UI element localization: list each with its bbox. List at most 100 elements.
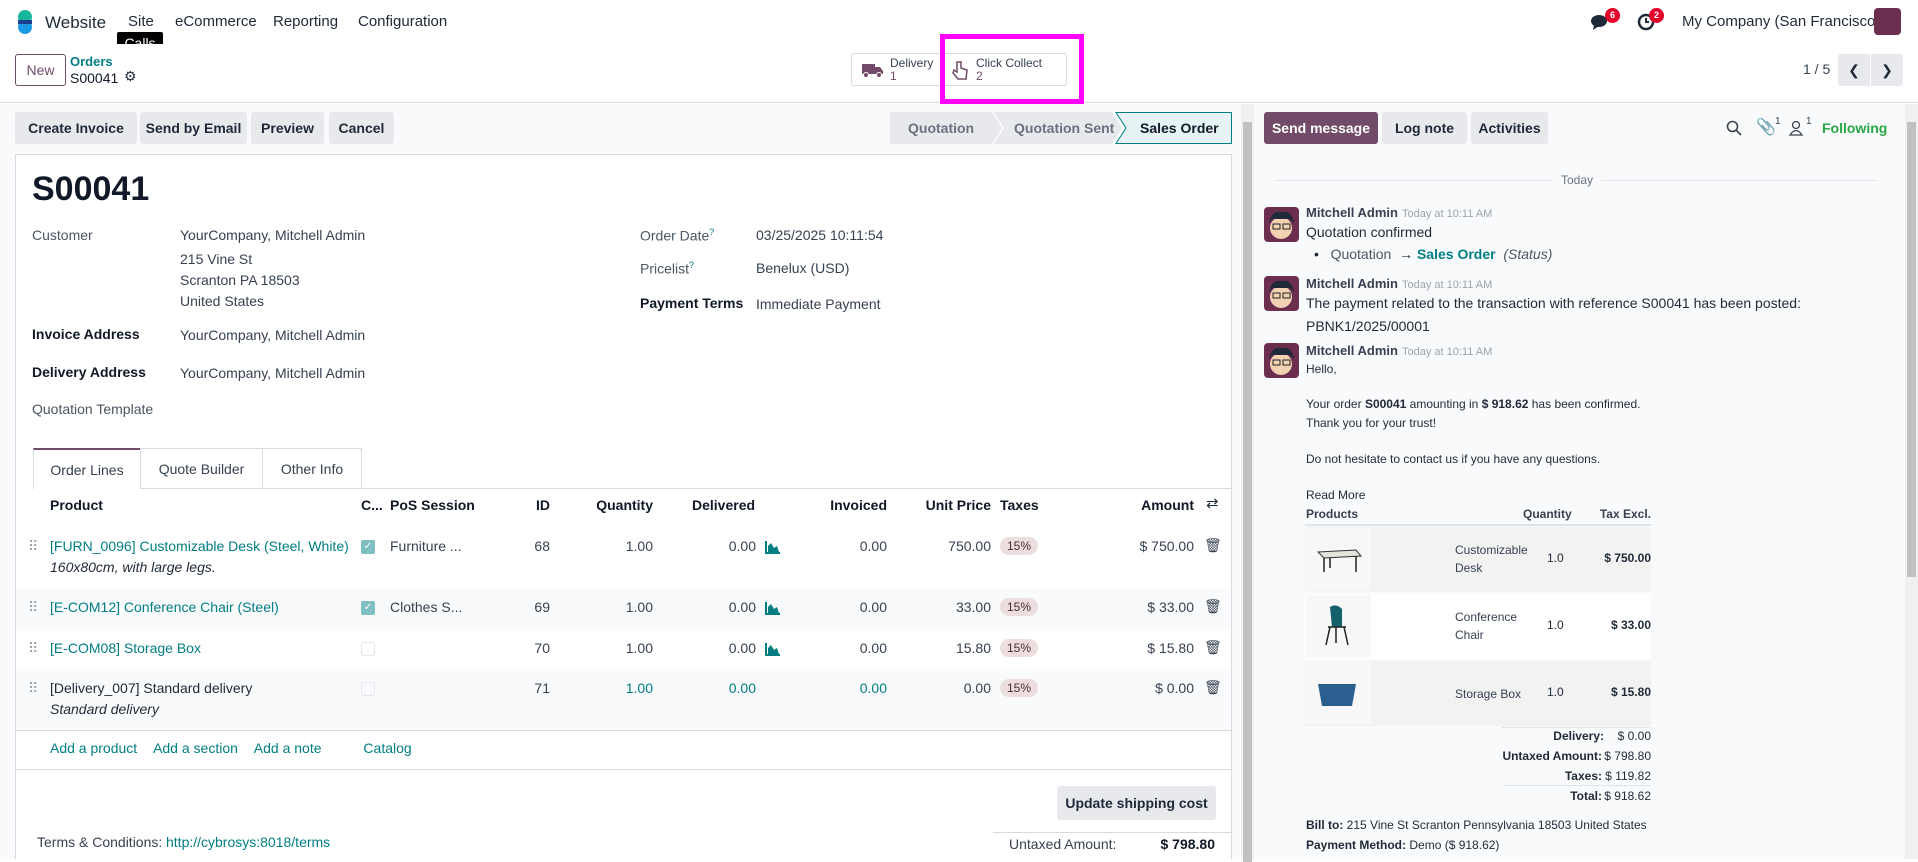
chatter-scrollbar[interactable] bbox=[1905, 104, 1918, 859]
forecast-chart-icon[interactable] bbox=[765, 540, 781, 554]
status-quotation-sent[interactable]: Quotation Sent bbox=[1014, 120, 1115, 136]
product-cell[interactable]: [Delivery_007] Standard delivery bbox=[50, 680, 253, 696]
drag-handle-icon[interactable]: ⠿ bbox=[28, 538, 39, 554]
avatar[interactable] bbox=[1264, 207, 1299, 242]
update-shipping-cost-button[interactable]: Update shipping cost bbox=[1057, 786, 1216, 820]
help-icon[interactable]: ? bbox=[709, 227, 715, 237]
column-id[interactable]: ID bbox=[536, 497, 550, 513]
status-quotation[interactable]: Quotation bbox=[908, 120, 975, 136]
unit-price-cell[interactable]: 15.80 bbox=[955, 640, 991, 656]
cancel-button[interactable]: Cancel bbox=[329, 112, 394, 144]
status-sales-order[interactable]: Sales Order bbox=[1140, 120, 1219, 136]
unit-price-cell[interactable]: 33.00 bbox=[955, 599, 991, 615]
help-icon[interactable]: ? bbox=[689, 260, 695, 270]
payment-link[interactable]: PBNK1/2025/00001 bbox=[1306, 318, 1430, 334]
create-invoice-button[interactable]: Create Invoice bbox=[15, 112, 137, 144]
tab-other-info[interactable]: Other Info bbox=[262, 448, 362, 489]
drag-handle-icon[interactable]: ⠿ bbox=[28, 680, 39, 696]
form-scrollbar[interactable] bbox=[1241, 104, 1254, 862]
following-button[interactable]: Following bbox=[1822, 120, 1888, 136]
app-logo-icon[interactable] bbox=[12, 9, 38, 35]
avatar[interactable] bbox=[1264, 276, 1299, 311]
customer-link[interactable]: YourCompany, Mitchell Admin bbox=[180, 227, 366, 243]
preview-button[interactable]: Preview bbox=[251, 112, 324, 144]
trash-icon[interactable]: 🗑 bbox=[1204, 537, 1222, 553]
column-taxes[interactable]: Taxes bbox=[1000, 497, 1039, 513]
messages-icon[interactable] bbox=[1590, 13, 1610, 31]
divider bbox=[141, 488, 1231, 489]
table-row[interactable] bbox=[16, 527, 1231, 588]
amount-cell: $ 33.00 bbox=[1147, 599, 1194, 615]
terms-link[interactable]: http://cybrosys:8018/terms bbox=[166, 834, 331, 850]
pricelist-field[interactable]: Benelux (USD) bbox=[756, 260, 850, 276]
pager-next-button[interactable]: ❯ bbox=[1871, 54, 1903, 86]
column-pos-session[interactable]: PoS Session bbox=[390, 497, 475, 513]
add-product-link[interactable]: Add a product bbox=[50, 740, 138, 756]
quantity-cell[interactable]: 1.00 bbox=[625, 640, 653, 656]
invoice-address-field[interactable]: YourCompany, Mitchell Admin bbox=[180, 327, 366, 343]
forecast-chart-icon[interactable] bbox=[765, 642, 781, 656]
column-invoiced[interactable]: Invoiced bbox=[830, 497, 887, 513]
menu-site[interactable]: Site bbox=[128, 13, 154, 30]
add-section-link[interactable]: Add a section bbox=[153, 740, 238, 756]
send-by-email-button[interactable]: Send by Email bbox=[140, 112, 247, 144]
send-message-button[interactable]: Send message bbox=[1264, 112, 1378, 144]
app-name[interactable]: Website bbox=[45, 13, 107, 32]
gear-icon[interactable]: ⚙ bbox=[124, 68, 137, 84]
tab-quote-builder[interactable]: Quote Builder bbox=[140, 448, 263, 489]
add-note-link[interactable]: Add a note bbox=[253, 740, 322, 756]
user-avatar[interactable] bbox=[1874, 8, 1901, 35]
product-cell[interactable]: [E-COM12] Conference Chair (Steel) bbox=[50, 599, 279, 615]
unit-price-cell[interactable]: 750.00 bbox=[948, 538, 991, 554]
quantity-cell[interactable]: 1.00 bbox=[625, 599, 653, 615]
menu-reporting[interactable]: Reporting bbox=[273, 13, 339, 30]
avatar[interactable] bbox=[1264, 343, 1299, 378]
quantity-cell[interactable]: 1.00 bbox=[625, 538, 653, 554]
activities-button[interactable]: Activities bbox=[1471, 112, 1548, 144]
order-date-field[interactable]: 03/25/2025 10:11:54 bbox=[756, 227, 884, 243]
quantity-cell[interactable]: 1.00 bbox=[625, 680, 653, 696]
checkbox[interactable]: ✓ bbox=[361, 540, 375, 554]
product-cell[interactable]: [E-COM08] Storage Box bbox=[50, 640, 201, 656]
paperclip-icon[interactable]: 📎 bbox=[1756, 119, 1776, 136]
product-cell[interactable]: [FURN_0096] Customizable Desk (Steel, Wh… bbox=[50, 538, 349, 554]
menu-ecommerce[interactable]: eCommerce bbox=[175, 13, 257, 30]
email-greeting: Hello, bbox=[1306, 362, 1337, 376]
pager-previous-button[interactable]: ❮ bbox=[1838, 54, 1870, 86]
unit-price-cell[interactable]: 0.00 bbox=[963, 680, 991, 696]
checkbox[interactable] bbox=[361, 642, 375, 656]
checkbox[interactable] bbox=[361, 682, 375, 696]
tab-order-lines[interactable]: Order Lines bbox=[33, 448, 141, 489]
read-more-link[interactable]: Read More bbox=[1306, 488, 1366, 502]
pricelist-label: Pricelist? bbox=[640, 260, 695, 277]
checkbox[interactable]: ✓ bbox=[361, 601, 375, 615]
company-switcher[interactable]: My Company (San Francisco) bbox=[1682, 13, 1881, 30]
column-c[interactable]: C... bbox=[361, 497, 383, 513]
click-collect-smart-button[interactable]: Click Collect 2 bbox=[943, 54, 1066, 85]
table-row[interactable] bbox=[16, 669, 1231, 730]
search-icon[interactable] bbox=[1726, 120, 1742, 136]
drag-handle-icon[interactable]: ⠿ bbox=[28, 599, 39, 615]
catalog-link[interactable]: Catalog bbox=[363, 740, 412, 756]
forecast-chart-icon[interactable] bbox=[765, 601, 781, 615]
scrollbar-thumb[interactable] bbox=[1243, 122, 1252, 862]
drag-handle-icon[interactable]: ⠿ bbox=[28, 640, 39, 656]
delivery-address-field[interactable]: YourCompany, Mitchell Admin bbox=[180, 365, 366, 381]
trash-icon[interactable]: 🗑 bbox=[1204, 598, 1222, 614]
payment-terms-field[interactable]: Immediate Payment bbox=[756, 296, 881, 312]
delivery-smart-button[interactable]: Delivery 1 bbox=[852, 54, 942, 85]
menu-configuration[interactable]: Configuration bbox=[358, 13, 448, 30]
log-note-button[interactable]: Log note bbox=[1382, 112, 1467, 144]
column-amount[interactable]: Amount bbox=[1141, 497, 1194, 513]
trash-icon[interactable]: 🗑 bbox=[1204, 639, 1222, 655]
scrollbar-thumb[interactable] bbox=[1907, 122, 1916, 577]
followers-icon[interactable] bbox=[1789, 120, 1803, 136]
breadcrumb-orders[interactable]: Orders bbox=[70, 54, 113, 69]
column-unit-price[interactable]: Unit Price bbox=[925, 497, 991, 513]
trash-icon[interactable]: 🗑 bbox=[1204, 679, 1222, 695]
column-product[interactable]: Product bbox=[50, 497, 103, 513]
new-button[interactable]: New bbox=[15, 54, 66, 86]
optional-columns-icon[interactable]: ⇄ bbox=[1206, 495, 1219, 512]
column-delivered[interactable]: Delivered bbox=[692, 497, 756, 513]
column-quantity[interactable]: Quantity bbox=[596, 497, 653, 513]
